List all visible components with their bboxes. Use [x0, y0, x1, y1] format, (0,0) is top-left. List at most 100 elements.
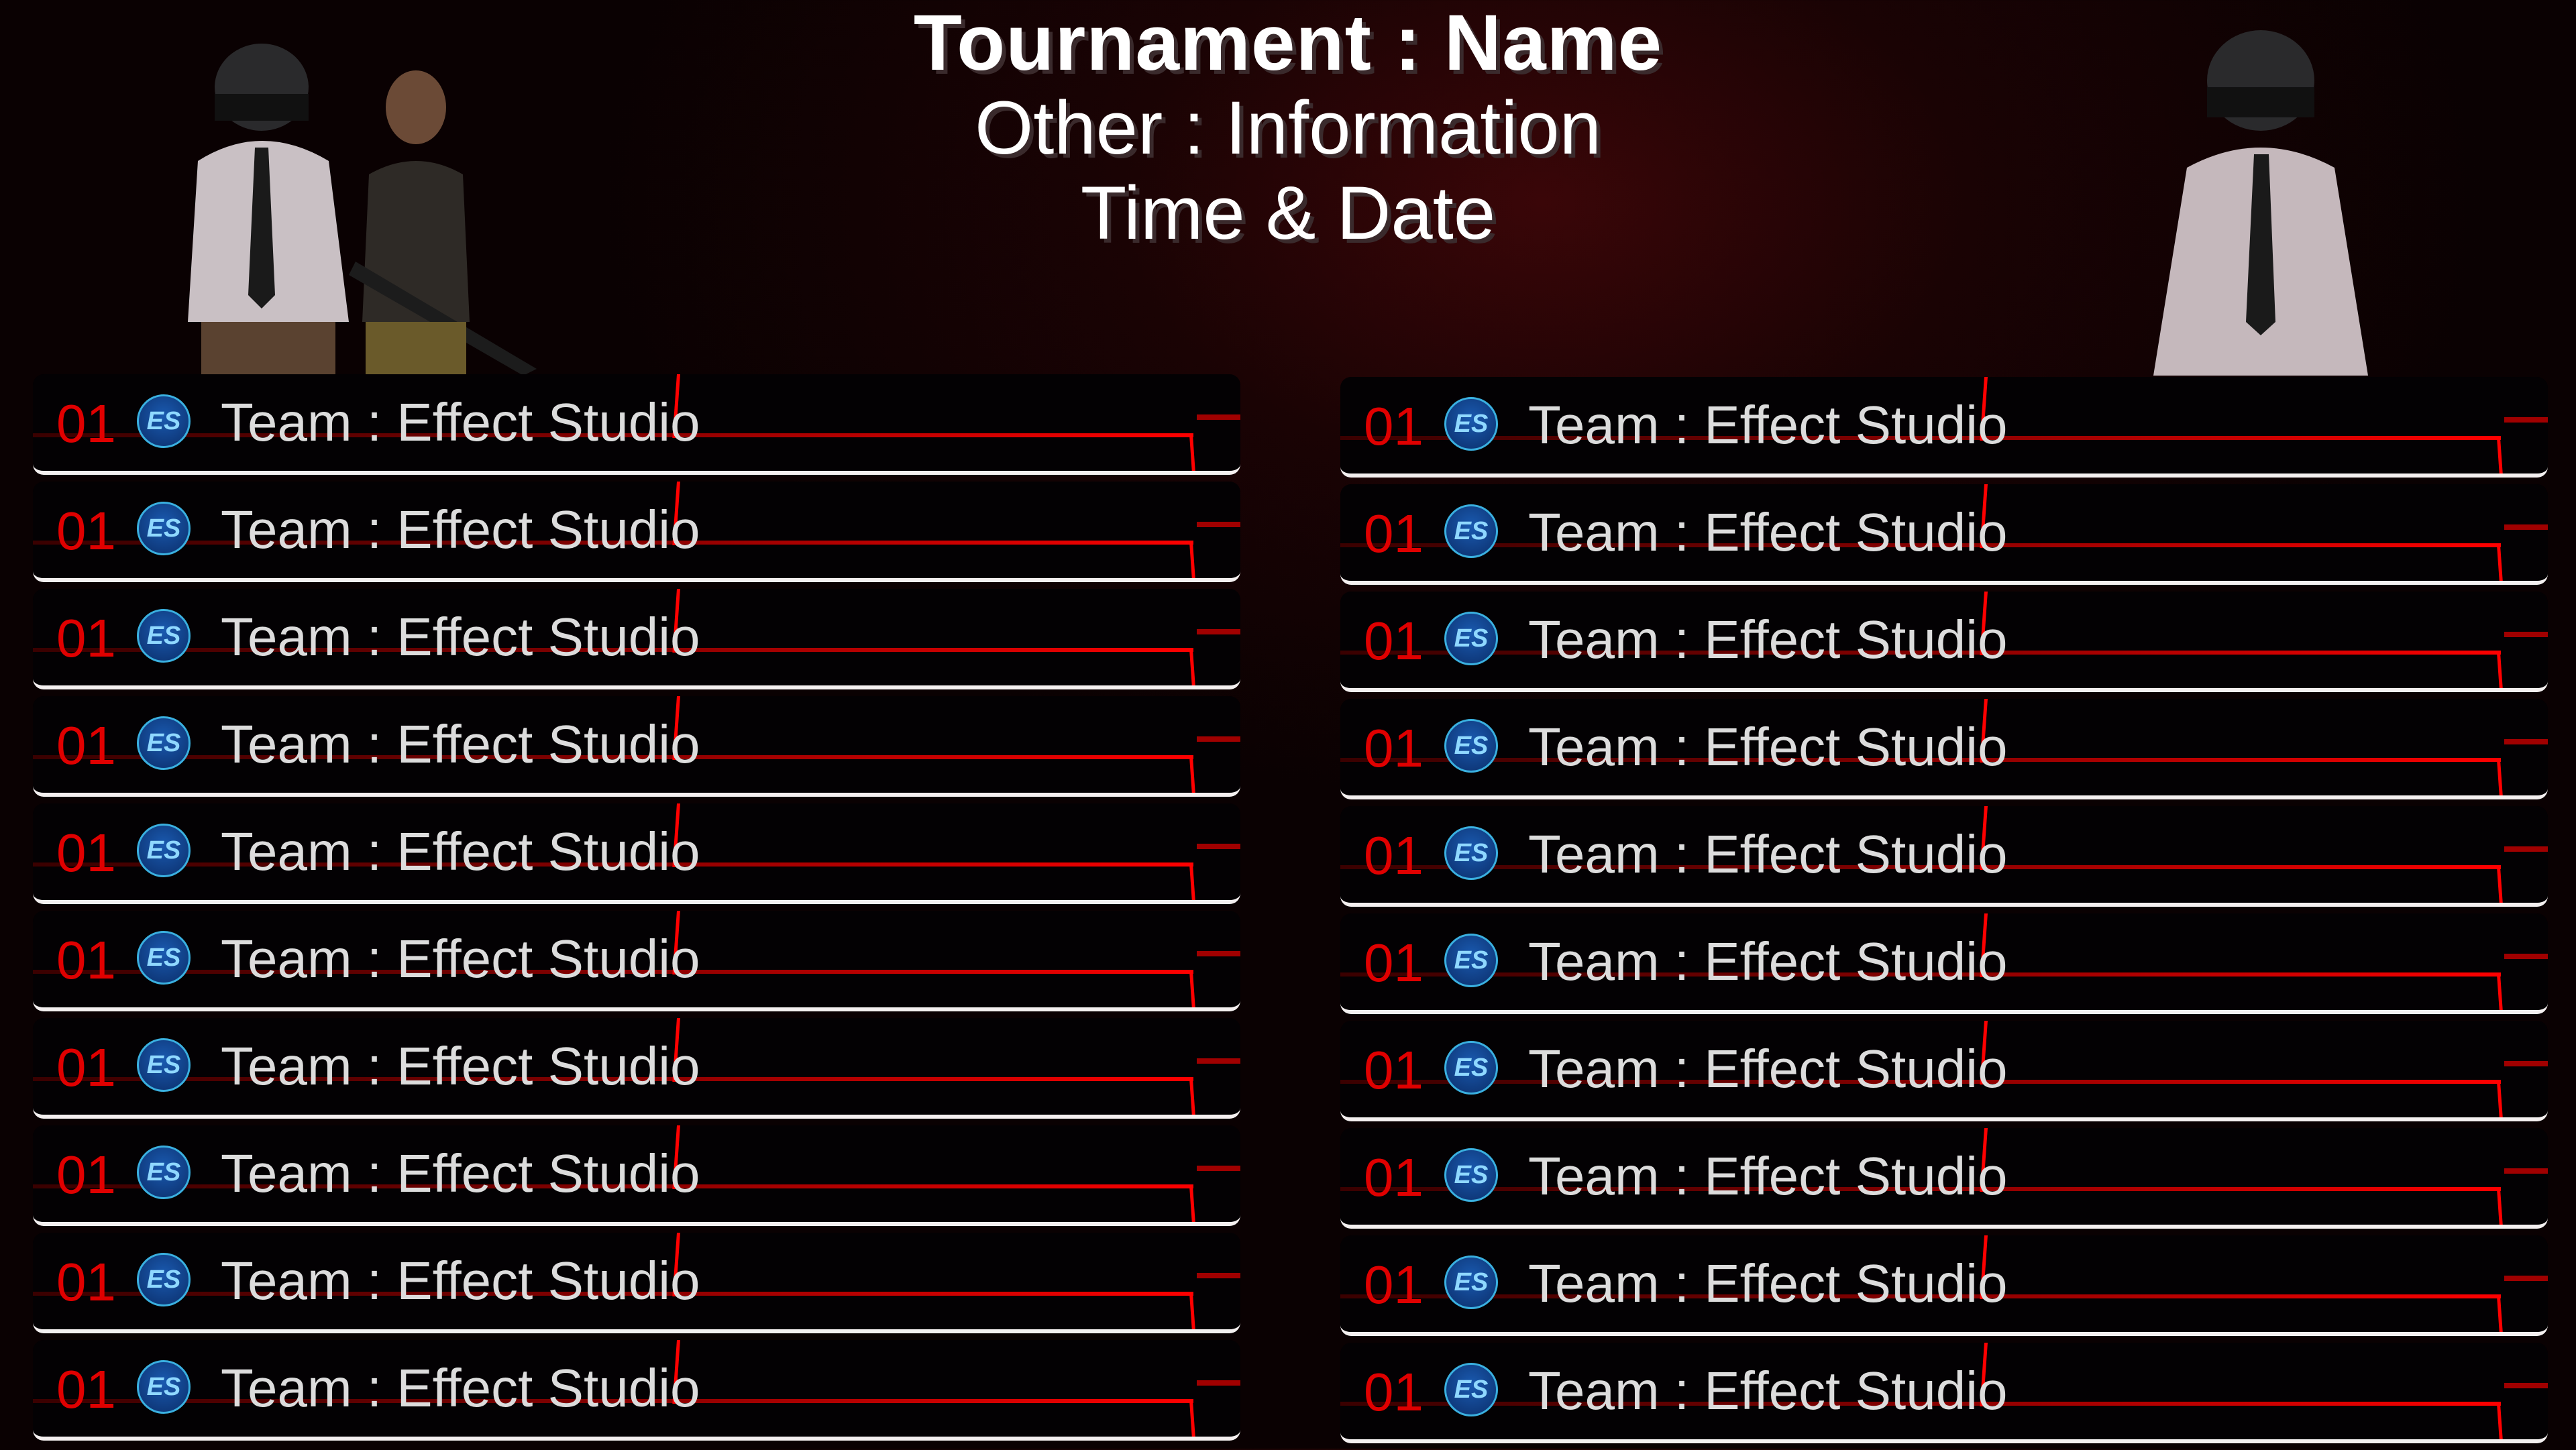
- red-accent-line: [1340, 1294, 2501, 1298]
- red-corner-decoration: [2496, 865, 2504, 903]
- effect-studio-logo-icon: ES: [1444, 612, 1498, 665]
- team-rank: 01: [56, 608, 116, 668]
- team-row: 01 ES Team : Effect Studio: [33, 482, 1240, 582]
- red-accent-line: [1340, 865, 2501, 869]
- red-corner-decoration: [2496, 1402, 2504, 1439]
- effect-studio-logo-icon: ES: [137, 1146, 191, 1199]
- right-standings-column: 01 ES Team : Effect Studio 01 ES Team : Effec…: [1340, 377, 2548, 1450]
- red-accent-line: [1340, 543, 2501, 547]
- effect-studio-logo-icon: ES: [137, 931, 191, 985]
- team-row: 01 ES Team : Effect Studio: [1340, 377, 2548, 478]
- red-dash-decoration: [1197, 1166, 1240, 1171]
- logo-lettering: ES: [1454, 517, 1489, 545]
- red-corner-decoration: [1189, 1077, 1196, 1115]
- red-dash-decoration: [1197, 1380, 1240, 1386]
- effect-studio-logo-icon: ES: [1444, 719, 1498, 773]
- logo-lettering: ES: [146, 1373, 181, 1401]
- team-rank: 01: [56, 1359, 116, 1419]
- red-dash-decoration: [2504, 1061, 2548, 1066]
- red-accent-line: [33, 648, 1193, 652]
- effect-studio-logo-icon: ES: [137, 609, 191, 663]
- team-rank: 01: [1364, 611, 1424, 671]
- effect-studio-logo-icon: ES: [137, 1038, 191, 1092]
- red-dash-decoration: [1197, 522, 1240, 527]
- team-row: 01 ES Team : Effect Studio: [1340, 806, 2548, 907]
- red-dash-decoration: [2504, 524, 2548, 530]
- characters-art-left: [188, 44, 537, 376]
- helmet-soldier-figure: [2153, 30, 2368, 376]
- team-row: 01 ES Team : Effect Studio: [1340, 1343, 2548, 1443]
- red-accent-line: [1340, 972, 2501, 977]
- logo-lettering: ES: [146, 836, 181, 865]
- red-accent-line: [1340, 651, 2501, 655]
- team-row: 01 ES Team : Effect Studio: [33, 911, 1240, 1011]
- red-dash-decoration: [2504, 1383, 2548, 1388]
- red-accent-line: [33, 1184, 1193, 1188]
- red-corner-decoration: [1189, 1184, 1196, 1222]
- red-corner-decoration: [1189, 541, 1196, 578]
- red-dash-decoration: [1197, 844, 1240, 849]
- other-information: Other : Information: [975, 86, 1601, 170]
- logo-lettering: ES: [146, 729, 181, 757]
- team-name: Team : Effect Studio: [1528, 1039, 2008, 1099]
- red-accent-line: [1340, 758, 2501, 762]
- team-row: 01 ES Team : Effect Studio: [1340, 1235, 2548, 1336]
- team-row: 01 ES Team : Effect Studio: [33, 1340, 1240, 1441]
- logo-lettering: ES: [146, 407, 181, 435]
- red-accent-line: [33, 433, 1193, 437]
- team-name: Team : Effect Studio: [221, 1251, 700, 1310]
- team-rank: 01: [1364, 826, 1424, 885]
- helmet-soldier-figure: [188, 44, 349, 376]
- team-name: Team : Effect Studio: [221, 1358, 700, 1418]
- red-dash-decoration: [2504, 846, 2548, 852]
- red-accent-line: [33, 1399, 1193, 1403]
- logo-lettering: ES: [1454, 1161, 1489, 1189]
- effect-studio-logo-icon: ES: [1444, 1256, 1498, 1309]
- logo-lettering: ES: [146, 944, 181, 972]
- red-accent-line: [33, 755, 1193, 759]
- team-row: 01 ES Team : Effect Studio: [1340, 1021, 2548, 1121]
- team-name: Team : Effect Studio: [1528, 502, 2008, 562]
- red-corner-decoration: [1189, 1399, 1196, 1437]
- team-rank: 01: [56, 1252, 116, 1312]
- logo-lettering: ES: [146, 1051, 181, 1079]
- team-rank: 01: [1364, 718, 1424, 778]
- team-name: Team : Effect Studio: [221, 500, 700, 559]
- red-corner-decoration: [1189, 1292, 1196, 1329]
- red-corner-decoration: [1189, 648, 1196, 685]
- team-rank: 01: [1364, 933, 1424, 993]
- red-dash-decoration: [1197, 736, 1240, 742]
- logo-lettering: ES: [1454, 946, 1489, 974]
- team-row: 01 ES Team : Effect Studio: [1340, 484, 2548, 585]
- red-corner-decoration: [2496, 436, 2504, 473]
- team-rank: 01: [56, 823, 116, 883]
- red-corner-decoration: [1189, 862, 1196, 900]
- team-rank: 01: [56, 716, 116, 775]
- effect-studio-logo-icon: ES: [1444, 826, 1498, 880]
- logo-lettering: ES: [1454, 1376, 1489, 1404]
- logo-lettering: ES: [1454, 732, 1489, 760]
- team-row: 01 ES Team : Effect Studio: [1340, 699, 2548, 799]
- left-standings-column: 01 ES Team : Effect Studio 01 ES Team : Effec…: [33, 374, 1240, 1447]
- female-soldier-figure: [349, 70, 537, 376]
- red-corner-decoration: [2496, 651, 2504, 688]
- team-row: 01 ES Team : Effect Studio: [33, 589, 1240, 689]
- time-and-date: Time & Date: [1080, 171, 1496, 255]
- red-dash-decoration: [1197, 629, 1240, 634]
- team-name: Team : Effect Studio: [221, 607, 700, 667]
- red-dash-decoration: [1197, 1058, 1240, 1064]
- team-rank: 01: [56, 1038, 116, 1097]
- team-rank: 01: [1364, 1255, 1424, 1315]
- team-name: Team : Effect Studio: [1528, 1253, 2008, 1313]
- red-dash-decoration: [2504, 632, 2548, 637]
- red-accent-line: [1340, 1402, 2501, 1406]
- red-dash-decoration: [2504, 954, 2548, 959]
- team-name: Team : Effect Studio: [1528, 932, 2008, 991]
- effect-studio-logo-icon: ES: [137, 1360, 191, 1414]
- team-rank: 01: [56, 394, 116, 453]
- red-accent-line: [33, 1077, 1193, 1081]
- team-name: Team : Effect Studio: [1528, 1361, 2008, 1420]
- header: Tournament : Name Other : Information Ti…: [0, 0, 2576, 256]
- team-rank: 01: [1364, 1362, 1424, 1422]
- red-dash-decoration: [2504, 1276, 2548, 1281]
